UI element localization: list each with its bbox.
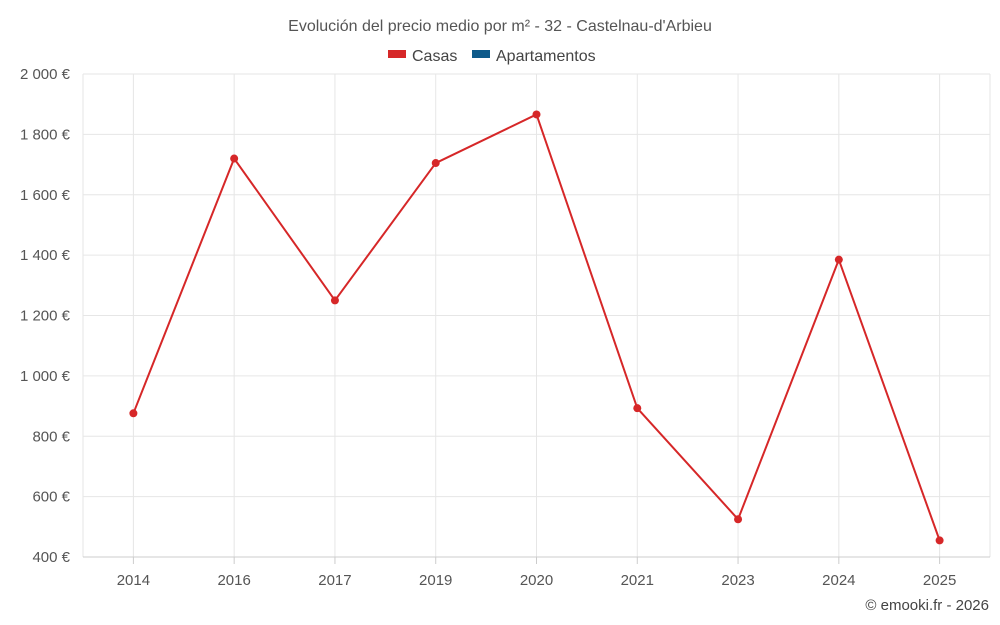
- x-tick-label: 2017: [318, 572, 351, 589]
- legend-swatch-apartamentos[interactable]: [472, 50, 490, 58]
- y-tick-label: 1 400 €: [20, 247, 71, 264]
- y-tick-label: 1 000 €: [20, 368, 71, 385]
- y-tick-label: 600 €: [32, 489, 70, 506]
- x-tick-label: 2025: [923, 572, 956, 589]
- data-point-casas[interactable]: [532, 110, 541, 119]
- x-axis-ticks: 2014 2016 2017 2019 2020 2021 2023 2024 2025: [117, 572, 957, 589]
- data-point-casas[interactable]: [330, 296, 339, 305]
- y-tick-label: 1 200 €: [20, 308, 71, 325]
- x-tick-label: 2020: [520, 572, 553, 589]
- data-point-casas[interactable]: [834, 255, 843, 264]
- data-point-casas[interactable]: [129, 409, 138, 418]
- x-tick-label: 2024: [822, 572, 855, 589]
- series-casas: [129, 110, 944, 545]
- x-tick-label: 2019: [419, 572, 452, 589]
- data-point-casas[interactable]: [431, 159, 440, 168]
- grid: [83, 73, 990, 557]
- legend-label-apartamentos[interactable]: Apartamentos: [496, 48, 596, 65]
- axes: [82, 74, 991, 564]
- x-tick-label: 2014: [117, 572, 150, 589]
- y-tick-label: 800 €: [32, 428, 70, 445]
- data-point-casas[interactable]: [230, 154, 239, 163]
- y-tick-label: 400 €: [32, 549, 70, 566]
- x-tick-label: 2016: [217, 572, 250, 589]
- x-tick-label: 2021: [621, 572, 654, 589]
- legend-swatch-casas[interactable]: [388, 50, 406, 58]
- y-tick-label: 2 000 €: [20, 66, 71, 83]
- data-point-casas[interactable]: [633, 404, 642, 413]
- x-tick-label: 2023: [721, 572, 754, 589]
- data-point-casas[interactable]: [734, 515, 743, 524]
- y-axis-ticks: 400 € 600 € 800 € 1 000 € 1 200 € 1 400 € 1 60…: [20, 66, 71, 566]
- legend-label-casas[interactable]: Casas: [412, 48, 457, 65]
- data-point-casas[interactable]: [935, 536, 944, 545]
- y-tick-label: 1 600 €: [20, 187, 71, 204]
- legend: Casas Apartamentos: [388, 48, 596, 65]
- chart-title: Evolución del precio medio por m² - 32 -…: [288, 18, 712, 35]
- credit-text: © emooki.fr - 2026: [865, 597, 989, 614]
- y-tick-label: 1 800 €: [20, 126, 71, 143]
